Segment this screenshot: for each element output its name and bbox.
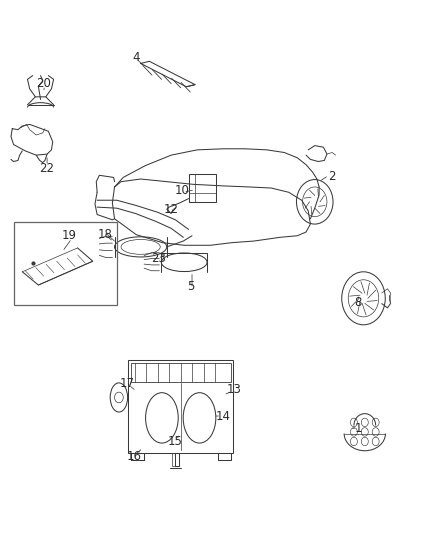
Text: 14: 14 <box>216 409 231 423</box>
Text: 1: 1 <box>354 422 362 435</box>
Bar <box>14 222 117 305</box>
Text: 4: 4 <box>133 51 140 63</box>
Text: 20: 20 <box>37 77 52 90</box>
Text: 12: 12 <box>164 203 179 216</box>
Bar <box>131 363 231 382</box>
Text: 17: 17 <box>120 377 135 390</box>
Bar <box>128 360 233 453</box>
Text: 18: 18 <box>98 228 113 241</box>
Text: 5: 5 <box>187 280 194 293</box>
Text: 23: 23 <box>151 252 166 264</box>
Text: 10: 10 <box>175 184 190 197</box>
Text: 13: 13 <box>227 383 242 396</box>
Text: 15: 15 <box>168 435 183 448</box>
Bar <box>188 174 215 202</box>
Text: 22: 22 <box>39 162 55 175</box>
Text: 16: 16 <box>127 450 141 463</box>
Text: 2: 2 <box>328 170 336 183</box>
Text: 8: 8 <box>355 296 362 309</box>
Text: 19: 19 <box>61 229 76 242</box>
